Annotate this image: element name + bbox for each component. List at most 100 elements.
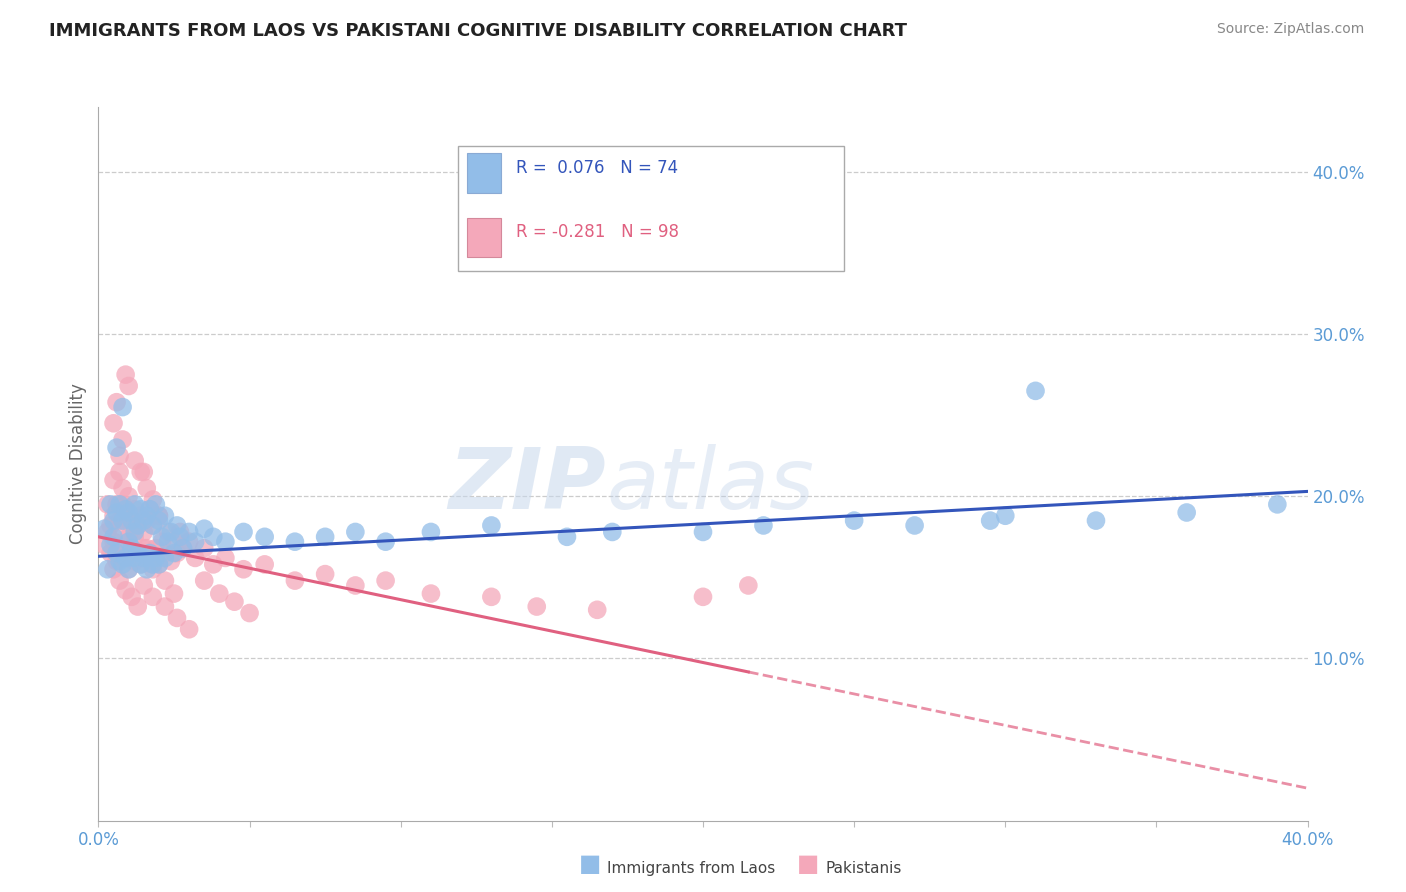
Point — [118, 514, 141, 528]
Point — [111, 481, 134, 495]
Point — [160, 554, 183, 568]
Point — [124, 554, 146, 568]
Point — [314, 567, 336, 582]
Text: R = -0.281   N = 98: R = -0.281 N = 98 — [516, 223, 679, 242]
Point — [979, 514, 1001, 528]
Point — [253, 530, 276, 544]
Point — [118, 562, 141, 576]
Point — [105, 441, 128, 455]
Point — [103, 473, 125, 487]
Point — [737, 578, 759, 592]
Point — [148, 558, 170, 572]
Point — [139, 502, 162, 516]
Point — [118, 562, 141, 576]
Point — [139, 502, 162, 516]
Text: Source: ZipAtlas.com: Source: ZipAtlas.com — [1216, 22, 1364, 37]
Point — [108, 554, 131, 568]
Point — [481, 590, 503, 604]
Point — [118, 534, 141, 549]
Point — [153, 546, 176, 560]
Point — [169, 530, 191, 544]
Point — [163, 586, 186, 600]
Point — [232, 524, 254, 539]
Point — [124, 502, 146, 516]
Point — [904, 518, 927, 533]
Point — [166, 518, 188, 533]
Point — [132, 514, 155, 528]
Point — [184, 534, 207, 549]
Point — [132, 465, 155, 479]
Point — [105, 497, 128, 511]
Point — [111, 550, 134, 565]
Point — [93, 522, 115, 536]
Point — [108, 541, 131, 556]
Point — [179, 524, 201, 539]
Point — [111, 558, 134, 572]
Text: Immigrants from Laos: Immigrants from Laos — [607, 861, 776, 876]
Point — [193, 522, 215, 536]
Point — [103, 417, 125, 431]
Point — [111, 433, 134, 447]
Point — [114, 546, 136, 560]
Point — [129, 558, 152, 572]
Point — [314, 530, 336, 544]
Point — [135, 562, 157, 576]
Point — [121, 514, 143, 528]
Point — [124, 524, 146, 539]
Point — [374, 574, 396, 588]
Point — [602, 524, 624, 539]
Point — [142, 558, 165, 572]
Point — [121, 590, 143, 604]
Point — [129, 508, 152, 523]
Point — [153, 574, 176, 588]
Point — [193, 541, 215, 556]
Point — [121, 514, 143, 528]
Point — [132, 550, 155, 565]
Point — [139, 550, 162, 565]
Point — [148, 508, 170, 523]
Point — [124, 453, 146, 467]
Point — [239, 606, 262, 620]
Point — [103, 562, 125, 576]
Point — [108, 514, 131, 528]
Point — [224, 595, 246, 609]
Point — [111, 524, 134, 539]
Point — [1024, 384, 1046, 398]
Point — [103, 530, 125, 544]
Point — [96, 524, 118, 539]
Text: R =  0.076   N = 74: R = 0.076 N = 74 — [516, 159, 678, 178]
Point — [105, 395, 128, 409]
Point — [153, 550, 176, 565]
Point — [100, 518, 122, 533]
Point — [114, 502, 136, 516]
Point — [127, 546, 149, 560]
Point — [214, 534, 236, 549]
Point — [105, 554, 128, 568]
Point — [132, 524, 155, 539]
Point — [121, 541, 143, 556]
Point — [129, 502, 152, 516]
Point — [118, 379, 141, 393]
Point — [374, 534, 396, 549]
Point — [586, 603, 609, 617]
Text: ZIP: ZIP — [449, 443, 606, 527]
Point — [1085, 514, 1108, 528]
Point — [114, 583, 136, 598]
Point — [148, 514, 170, 528]
Point — [172, 541, 194, 556]
Point — [118, 530, 141, 544]
Point — [100, 546, 122, 560]
Point — [111, 514, 134, 528]
Point — [108, 465, 131, 479]
Point — [184, 550, 207, 565]
Point — [129, 465, 152, 479]
Point — [127, 546, 149, 560]
Text: ■: ■ — [797, 852, 820, 876]
Point — [526, 599, 548, 614]
Point — [142, 562, 165, 576]
Point — [481, 518, 503, 533]
Point — [105, 546, 128, 560]
Point — [108, 497, 131, 511]
Point — [1267, 497, 1289, 511]
Point — [163, 546, 186, 560]
